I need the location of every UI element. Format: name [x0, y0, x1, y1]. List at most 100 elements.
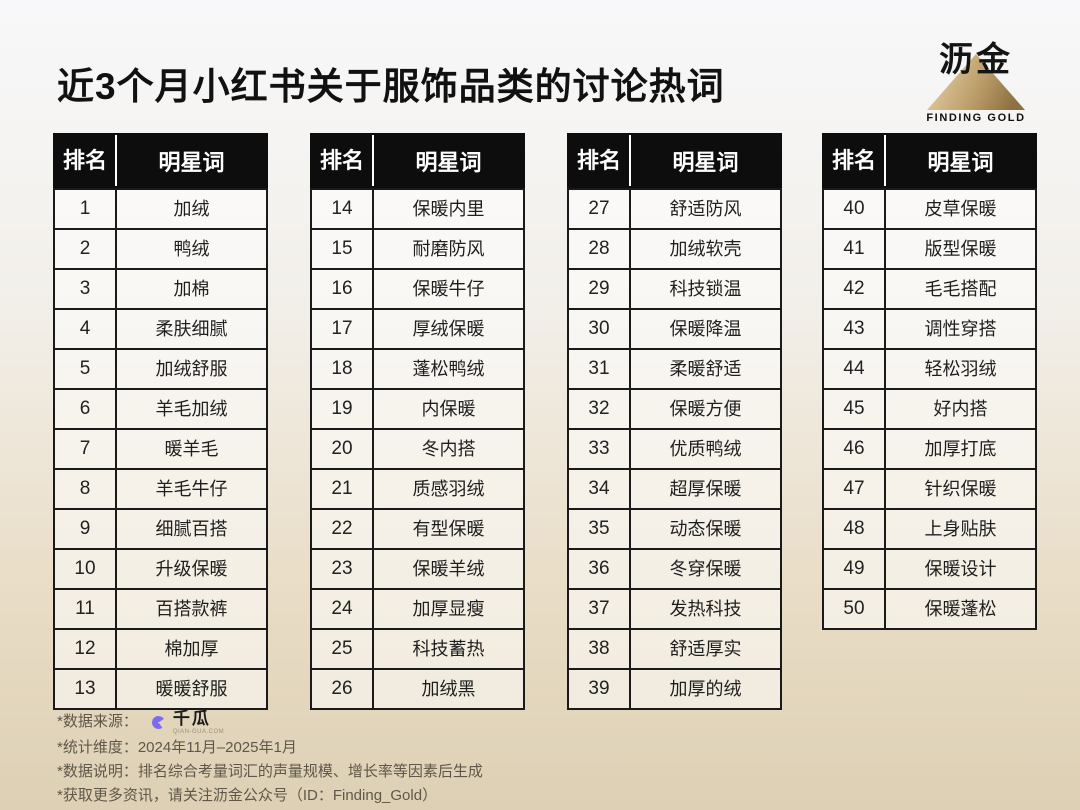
table-row: 27 舒适防风: [567, 188, 782, 230]
word-cell: 柔暖舒适: [669, 359, 742, 379]
table-row: 8 羊毛牛仔: [53, 468, 268, 510]
word-cell: 保暖内里: [412, 199, 485, 219]
column-header-word: 明星词: [158, 149, 225, 175]
rank-cell: 47: [824, 470, 886, 508]
qiangua-brand-name: 千瓜: [172, 708, 211, 728]
word-cell: 暖羊毛: [164, 439, 219, 459]
word-cell: 柔肤细腻: [155, 319, 228, 339]
rank-cell: 42: [824, 270, 886, 308]
column-header-word: 明星词: [415, 149, 482, 175]
word-cell: 保暖蓬松: [924, 599, 997, 619]
rank-cell: 45: [824, 390, 886, 428]
brand-logo: 沥金 FINDING GOLD: [920, 40, 1032, 126]
table-row: 24 加厚显瘦: [310, 588, 525, 630]
table-header: 排名 明星词: [567, 133, 782, 188]
word-cell: 加厚的绒: [669, 679, 742, 699]
word-cell: 舒适防风: [669, 199, 742, 219]
rank-cell: 5: [55, 350, 117, 388]
word-cell: 百搭款裤: [155, 599, 228, 619]
rank-cell: 9: [55, 510, 117, 548]
table-row: 34 超厚保暖: [567, 468, 782, 510]
rank-cell: 3: [55, 270, 117, 308]
word-cell: 科技蓄热: [412, 639, 485, 659]
rank-cell: 17: [312, 310, 374, 348]
word-cell: 调性穿搭: [924, 319, 997, 339]
rank-cell: 37: [569, 590, 631, 628]
word-cell: 耐磨防风: [412, 239, 485, 259]
stat-dimension-line: *统计维度：2024年11月–2025年1月: [57, 739, 297, 756]
table-body: 1 加绒 2 鸭绒 3 加棉 4 柔肤细腻 5 加绒舒服 6 羊毛加绒 7 暖羊毛 8 羊毛牛仔 9 细腻百搭 10…: [53, 188, 268, 710]
word-cell: 加绒黑: [421, 679, 476, 699]
table-row: 32 保暖方便: [567, 388, 782, 430]
table-body: 14 保暖内里 15 耐磨防风 16 保暖牛仔 17 厚绒保暖 18 蓬松鸭绒 19 内保暖 20 冬内搭…: [310, 188, 525, 710]
table-row: 48 上身贴肤: [822, 508, 1037, 550]
column-header-rank: 排名: [569, 135, 631, 186]
rank-cell: 36: [569, 550, 631, 588]
rank-cell: 14: [312, 190, 374, 228]
rank-cell: 7: [55, 430, 117, 468]
table-row: 2 鸭绒: [53, 228, 268, 270]
brand-tagline: FINDING GOLD: [926, 112, 1026, 124]
qiangua-logo-icon: [150, 714, 166, 730]
ranking-table-1: 排名 明星词 1 加绒 2 鸭绒 3 加棉 4 柔肤细腻 5 加绒舒服 6 羊毛加绒 7 暖羊毛 8 羊毛牛仔…: [53, 133, 268, 710]
column-header-word: 明星词: [927, 149, 994, 175]
word-cell: 冬内搭: [421, 439, 476, 459]
word-cell: 加厚打底: [924, 439, 997, 459]
table-row: 41 版型保暖: [822, 228, 1037, 270]
table-header: 排名 明星词: [822, 133, 1037, 188]
word-cell: 升级保暖: [155, 559, 228, 579]
table-row: 38 舒适厚实: [567, 628, 782, 670]
qiangua-brand-caption: QIAN-GUA.COM: [172, 728, 225, 735]
table-row: 12 棉加厚: [53, 628, 268, 670]
word-cell: 鸭绒: [173, 239, 210, 259]
word-cell: 上身贴肤: [924, 519, 997, 539]
table-row: 22 有型保暖: [310, 508, 525, 550]
rank-cell: 41: [824, 230, 886, 268]
table-row: 13 暖暖舒服: [53, 668, 268, 710]
qiangua-logo: 千瓜 QIAN-GUA.COM: [173, 710, 224, 735]
word-cell: 保暖降温: [669, 319, 742, 339]
data-note-line: *数据说明：排名综合考量词汇的声量规模、增长率等因素后生成: [57, 763, 483, 780]
table-header: 排名 明星词: [310, 133, 525, 188]
table-row: 15 耐磨防风: [310, 228, 525, 270]
table-row: 19 内保暖: [310, 388, 525, 430]
table-row: 17 厚绒保暖: [310, 308, 525, 350]
rank-cell: 35: [569, 510, 631, 548]
data-source-label: *数据来源：: [57, 713, 138, 730]
word-cell: 加绒: [173, 199, 210, 219]
rank-cell: 26: [312, 670, 374, 708]
word-cell: 针织保暖: [924, 479, 997, 499]
rank-cell: 39: [569, 670, 631, 708]
rank-cell: 2: [55, 230, 117, 268]
table-row: 23 保暖羊绒: [310, 548, 525, 590]
word-cell: 有型保暖: [412, 519, 485, 539]
rank-cell: 50: [824, 590, 886, 628]
rank-cell: 34: [569, 470, 631, 508]
table-row: 43 调性穿搭: [822, 308, 1037, 350]
rank-cell: 6: [55, 390, 117, 428]
word-cell: 羊毛牛仔: [155, 479, 228, 499]
table-row: 21 质感羽绒: [310, 468, 525, 510]
word-cell: 加棉: [173, 279, 210, 299]
word-cell: 质感羽绒: [412, 479, 485, 499]
table-row: 18 蓬松鸭绒: [310, 348, 525, 390]
table-row: 35 动态保暖: [567, 508, 782, 550]
rank-cell: 19: [312, 390, 374, 428]
word-cell: 加厚显瘦: [412, 599, 485, 619]
rank-cell: 12: [55, 630, 117, 668]
rank-cell: 15: [312, 230, 374, 268]
table-row: 37 发热科技: [567, 588, 782, 630]
table-row: 20 冬内搭: [310, 428, 525, 470]
word-cell: 科技锁温: [669, 279, 742, 299]
data-source-line: *数据来源： 千瓜 QIAN-GUA.COM: [57, 708, 483, 736]
word-cell: 暖暖舒服: [155, 679, 228, 699]
rank-cell: 30: [569, 310, 631, 348]
rank-cell: 4: [55, 310, 117, 348]
rank-cell: 28: [569, 230, 631, 268]
rank-cell: 29: [569, 270, 631, 308]
table-row: 26 加绒黑: [310, 668, 525, 710]
rank-cell: 13: [55, 670, 117, 708]
word-cell: 保暖设计: [924, 559, 997, 579]
table-row: 49 保暖设计: [822, 548, 1037, 590]
